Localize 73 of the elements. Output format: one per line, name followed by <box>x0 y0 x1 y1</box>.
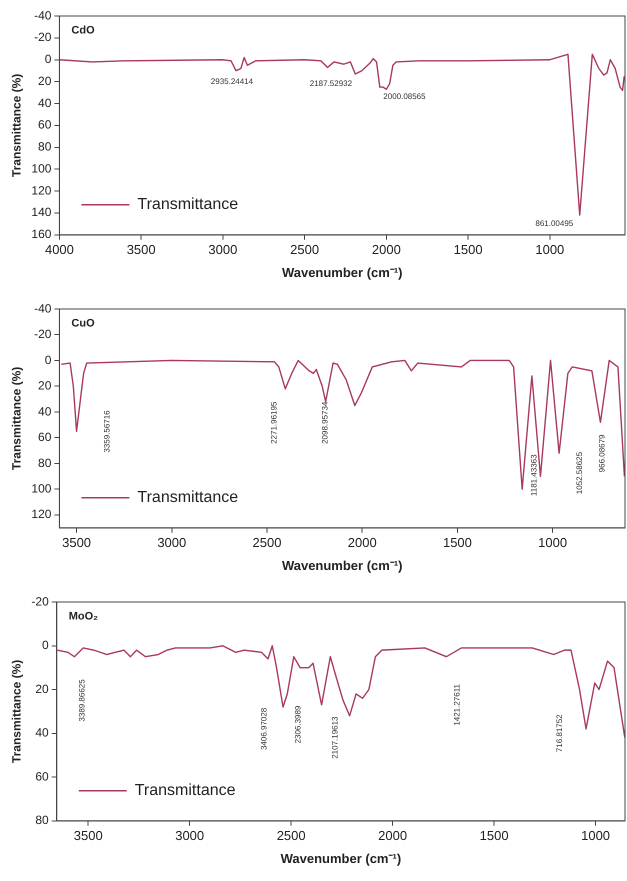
x-tick-label: 4000 <box>44 242 74 258</box>
y-tick-label: 60 <box>38 430 52 444</box>
annotation: 861.00495 <box>535 219 574 228</box>
y-tick-label: 140 <box>31 205 52 220</box>
y-tick-label: -40 <box>34 8 52 22</box>
x-tick-label: 2500 <box>290 242 320 258</box>
y-tick-label: 20 <box>38 378 52 393</box>
y-tick-label: -20 <box>34 30 52 44</box>
annotation: 3359.56716 <box>102 410 112 453</box>
y-tick-label: 0 <box>42 638 50 652</box>
x-tick-label: 2000 <box>348 535 377 550</box>
x-tick-label: 2500 <box>276 828 306 844</box>
x-tick-label: 1000 <box>535 242 564 258</box>
x-tick-label: 3500 <box>74 828 103 844</box>
y-tick-label: -20 <box>34 327 52 342</box>
x-tick-label: 1500 <box>454 242 483 258</box>
x-tick-label: 3000 <box>157 535 186 550</box>
annotation: 2271.96195 <box>270 401 279 444</box>
annotation: 2107.19613 <box>330 716 340 759</box>
annotation: 2935.24414 <box>210 76 254 86</box>
x-tick-label: 2000 <box>372 242 401 258</box>
y-tick-label: 0 <box>44 352 52 367</box>
annotation: 716.81752 <box>554 714 564 752</box>
x-tick-label: 2000 <box>378 828 408 844</box>
y-tick-label: -20 <box>31 594 50 608</box>
y-tick-label: 0 <box>44 52 52 66</box>
legend-label: Transmittance <box>137 489 238 506</box>
text: CuO <box>71 318 96 330</box>
annotation: 3406.97028 <box>259 707 268 750</box>
y-tick-label: 120 <box>31 183 52 198</box>
annotation: 3389.86625 <box>78 678 87 722</box>
x-tick-label: 3500 <box>62 535 92 550</box>
y-tick-label: 80 <box>38 456 52 470</box>
y-axis-title: Transmittance (%) <box>10 660 24 764</box>
y-tick-label: 80 <box>35 813 50 828</box>
y-tick-label: 100 <box>31 482 52 496</box>
x-tick-label: 3500 <box>126 242 156 258</box>
y-tick-label: 60 <box>38 118 52 132</box>
y-axis-title: Transmittance (%) <box>10 366 24 470</box>
y-tick-label: 60 <box>35 769 50 784</box>
y-tick-label: 40 <box>38 96 52 110</box>
y-tick-label: 20 <box>38 74 52 88</box>
x-axis-title: Wavenumber (cm⁻¹) <box>282 264 402 280</box>
x-tick-label: 1000 <box>581 828 610 844</box>
y-axis-title: Transmittance (%) <box>10 74 24 178</box>
annotation: 2187.52932 <box>310 79 353 88</box>
y-tick-label: 40 <box>35 726 50 740</box>
y-tick-label: 100 <box>31 161 52 176</box>
y-tick-label: 40 <box>38 404 52 418</box>
legend-label: Transmittance <box>137 196 238 214</box>
x-axis-title: Wavenumber (cm⁻¹) <box>282 558 402 573</box>
y-tick-label: 80 <box>38 140 52 154</box>
x-tick-label: 1500 <box>442 535 472 550</box>
legend-label: Transmittance <box>134 782 236 800</box>
x-tick-label: 1500 <box>480 828 509 844</box>
x-tick-label: 3000 <box>208 242 238 258</box>
y-tick-label: 20 <box>35 682 50 696</box>
text: MoO₂ <box>68 610 98 623</box>
x-tick-label: 1000 <box>538 535 568 550</box>
annotation: 2098.95734 <box>320 401 330 444</box>
x-tick-label: 2500 <box>252 535 282 550</box>
annotation: 966.08679 <box>598 434 607 472</box>
x-tick-label: 3000 <box>175 828 204 844</box>
annotation: 1052.58625 <box>574 451 584 494</box>
annotation: 2306.3989 <box>293 705 302 744</box>
annotation: 1181.43363 <box>530 454 539 496</box>
annotation: 1421.27611 <box>452 683 462 726</box>
y-tick-label: 160 <box>31 227 52 242</box>
annotation: 2000.08565 <box>383 92 426 102</box>
y-tick-label: -40 <box>34 301 52 316</box>
text: CdO <box>71 24 96 37</box>
y-tick-label: 120 <box>31 507 52 522</box>
x-axis-title: Wavenumber (cm⁻¹) <box>280 850 402 866</box>
